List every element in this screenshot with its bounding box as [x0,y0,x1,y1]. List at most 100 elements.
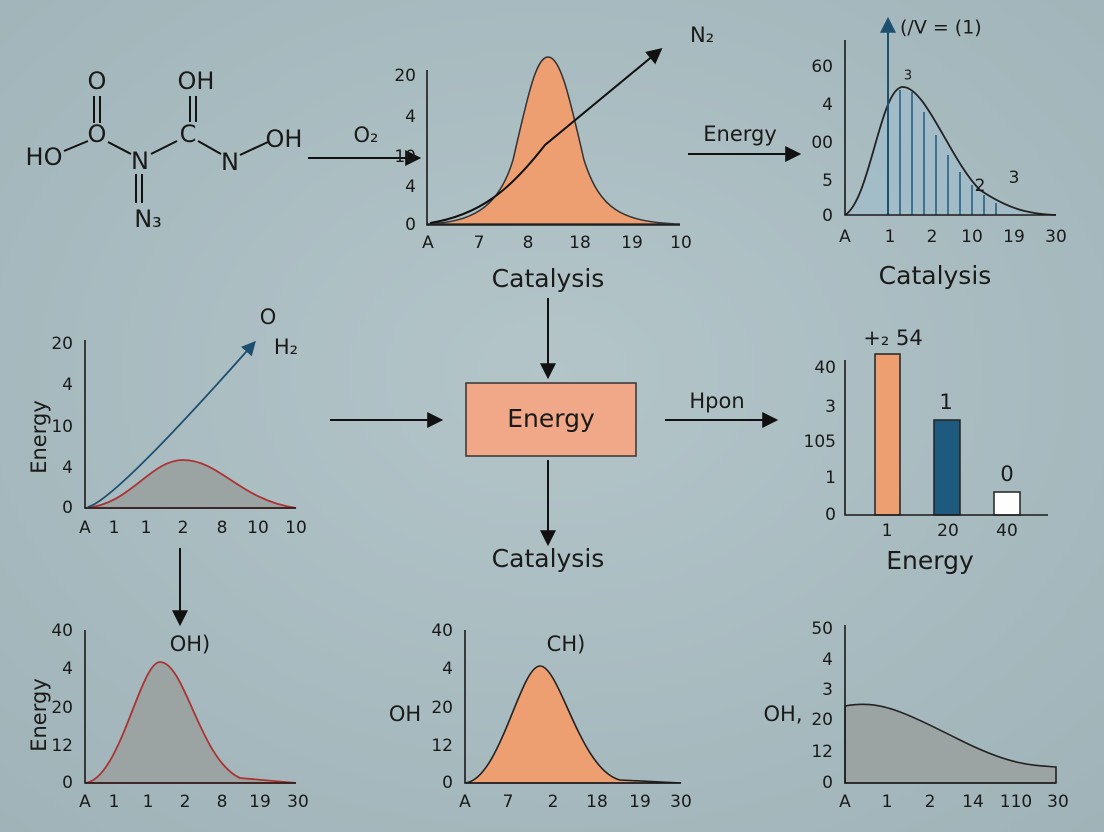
y-axis-label: Energy [27,678,51,752]
atom-label: N₃ [134,205,162,233]
panel-label: N₂ [690,23,714,47]
y-tick-label: 12 [51,736,73,756]
curve-area [845,86,1056,215]
y-tick-label: 0 [62,773,73,793]
y-tick-label: 4 [822,650,833,670]
x-tick-label: 2 [180,792,191,812]
y-tick-label: 4 [405,107,416,127]
x-tick-label: 1 [109,792,120,812]
annotation: 2 [975,176,986,196]
x-tick-label: 2 [178,518,189,538]
x-tick-label: 110 [1000,792,1032,812]
y-tick-label: 0 [825,505,836,525]
x-tick-label: 30 [1045,227,1067,247]
panel-title: +₂ 54 [863,326,922,350]
x-tick-label: 10 [285,518,307,538]
y-tick-label: 12 [431,736,453,756]
y-tick-label: 40 [51,621,73,641]
y-tick-label: 4 [62,659,73,679]
caption: Catalysis [492,264,605,293]
bar [874,353,901,516]
molecule-bonds [63,96,269,203]
curve-area [844,703,1057,784]
y-axis-label: OH, [764,702,803,726]
x-tick-label: A [459,792,471,812]
curve-area [84,661,297,784]
x-tick-label: 19 [249,792,271,812]
arrow-label: O₂ [354,123,379,147]
bar-label: 1 [939,390,952,414]
trend-arrow [429,47,663,224]
x-tick-label: 8 [217,792,228,812]
y-tick-label: 0 [442,773,453,793]
box-label: Energy [507,404,595,433]
molecule: O OH HO O N C N OH N₃ [26,67,303,233]
y-tick-label: 10 [394,147,416,167]
y-tick-label: 0 [62,498,73,518]
panel-label: OH) [170,632,211,656]
axes [844,40,1056,216]
annotation: 3 [1009,168,1020,188]
y-tick-label: 4 [442,659,453,679]
x-tick-label: A [422,233,434,253]
x-tick-label: 19 [1003,227,1025,247]
x-tick-label: 30 [670,792,692,812]
atom-label: O [88,120,107,148]
x-tick-label: 8 [217,518,228,538]
atom-label: HO [26,143,63,171]
panel-title: (/V = (1) [900,17,982,39]
x-tick-label: A [839,792,851,812]
x-tick-label: 19 [621,233,643,253]
x-tick-label: 18 [569,233,591,253]
atom-label: C [180,120,197,148]
y-tick-label: 3 [825,397,836,417]
y-tick-label: 105 [804,432,836,452]
y-tick-label: 5 [822,171,833,191]
y-tick-label: 20 [394,66,416,86]
axes [84,630,296,784]
annotation: H₂ [274,335,298,359]
atom-label: N [221,148,239,176]
y-tick-label: 0 [822,206,833,226]
curve-area [464,665,682,784]
arrows [172,146,802,627]
bar [933,419,961,516]
x-tick-label: A [839,227,851,247]
curve [844,86,1057,216]
x-tick-label: 20 [937,521,959,541]
axes [84,340,296,509]
x-axis-label: Energy [886,546,974,575]
y-tick-label: 50 [811,619,833,639]
y-tick-label: 1 [825,468,836,488]
x-tick-label: 2 [548,792,559,812]
y-tick-label: 00 [811,133,833,153]
axes [426,70,680,226]
bar-label: 0 [1000,462,1013,486]
x-tick-label: 7 [474,233,485,253]
axes [844,625,1056,784]
y-tick-label: 20 [51,698,73,718]
axes [464,630,681,784]
x-tick-label: 7 [503,792,514,812]
x-tick-label: 1 [143,792,154,812]
trend-arrow [87,340,256,508]
annotation: O [260,305,277,329]
y-tick-label: 20 [431,698,453,718]
x-tick-label: 2 [927,227,938,247]
y-tick-label: 4 [62,375,73,395]
x-tick-label: 10 [961,227,983,247]
arrow-label: Hpon [689,389,744,413]
x-tick-label: A [79,792,91,812]
x-tick-label: 1 [882,521,893,541]
x-tick-label: 30 [1047,792,1069,812]
y-tick-label: 4 [822,95,833,115]
x-tick-label: 10 [247,518,269,538]
annotation: 3 [904,69,912,84]
x-tick-label: 1 [109,518,120,538]
center-box [465,382,637,457]
y-axis-label: OH [389,702,421,726]
panel-label: CH) [547,632,586,656]
x-tick-label: 40 [996,521,1018,541]
